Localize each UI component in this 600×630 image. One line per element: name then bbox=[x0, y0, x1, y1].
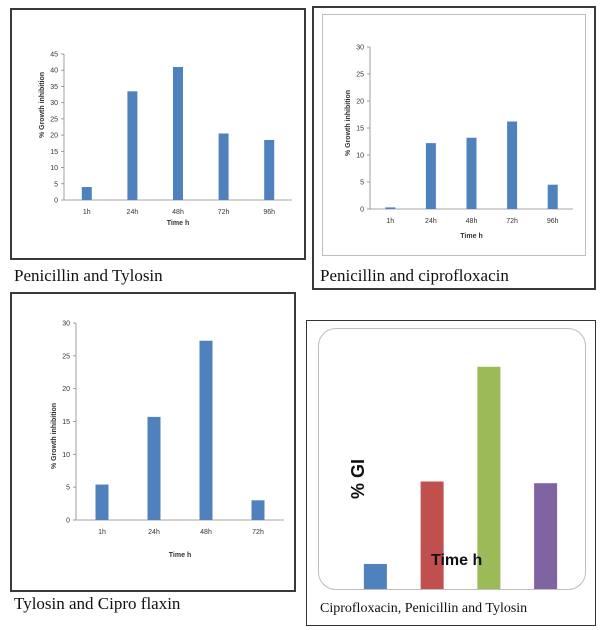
bar bbox=[173, 66, 183, 200]
x-tick-label: 24h bbox=[425, 218, 437, 225]
chart-caption: Penicillin and ciprofloxacin bbox=[320, 266, 509, 285]
bar-chart-penicillin-ciprofloxacin: 0 5 10 15 20 25 30 Time h % Growth inhibition 1h 2… bbox=[345, 45, 573, 240]
bar bbox=[127, 91, 138, 200]
bar bbox=[420, 481, 444, 589]
x-axis-label: Time h bbox=[167, 220, 189, 227]
y-tick-label: 10 bbox=[50, 165, 58, 172]
chart-frame bbox=[306, 320, 596, 626]
bar bbox=[425, 143, 436, 209]
y-tick-label: 10 bbox=[356, 153, 364, 160]
chart-inner-frame bbox=[318, 328, 586, 590]
x-tick-label: 24h bbox=[127, 209, 139, 216]
y-tick-label: 20 bbox=[50, 133, 58, 140]
y-axis-label: % Growth inhibition bbox=[39, 72, 46, 138]
y-tick-label: 0 bbox=[54, 198, 58, 205]
x-tick-label: 24h bbox=[148, 529, 160, 536]
chart-inner-frame bbox=[322, 14, 586, 256]
bar bbox=[218, 133, 229, 200]
bar bbox=[199, 340, 213, 520]
bar bbox=[251, 500, 265, 520]
y-axis-label: % Growth inhibition bbox=[345, 90, 352, 156]
y-tick-label: 45 bbox=[50, 52, 58, 59]
y-tick-label: 0 bbox=[66, 518, 70, 525]
x-axis-label: Time h bbox=[460, 233, 482, 240]
y-tick-label: 20 bbox=[356, 99, 364, 106]
y-tick-label: 30 bbox=[50, 100, 58, 107]
bar bbox=[95, 484, 109, 520]
x-tick-label: 1h bbox=[386, 218, 394, 225]
bar bbox=[147, 416, 161, 520]
x-tick-label: 1h bbox=[83, 209, 91, 216]
x-tick-label: 1h bbox=[98, 529, 106, 536]
bar bbox=[466, 137, 477, 209]
y-tick-label: 20 bbox=[62, 386, 70, 393]
bar bbox=[477, 366, 501, 589]
bar bbox=[363, 563, 387, 589]
chart-caption: Penicillin and Tylosin bbox=[14, 266, 163, 285]
bar bbox=[547, 184, 558, 209]
y-tick-label: 40 bbox=[50, 68, 58, 75]
chart-caption: Ciprofloxacin, Penicillin and Tylosin bbox=[320, 601, 528, 616]
y-tick-label: 5 bbox=[54, 181, 58, 188]
chart-frame bbox=[10, 8, 306, 260]
chart-panel-tylosin-ciprofloxacin: 0 5 10 15 20 25 30 Time h % Growth inhibition 1h 2… bbox=[10, 292, 296, 620]
bar bbox=[534, 483, 558, 589]
x-tick-label: 72h bbox=[218, 209, 230, 216]
y-tick-label: 30 bbox=[356, 45, 364, 52]
x-tick-label: 48h bbox=[200, 529, 212, 536]
bar bbox=[385, 207, 396, 209]
chart-panel-penicillin-ciprofloxacin: 0 5 10 15 20 25 30 Time h % Growth inhibition 1h 2… bbox=[312, 6, 596, 290]
bar bbox=[507, 121, 518, 209]
x-tick-label: 72h bbox=[252, 529, 264, 536]
y-tick-label: 15 bbox=[356, 126, 364, 133]
chart-frame bbox=[312, 6, 596, 290]
x-tick-label: 48h bbox=[466, 218, 478, 225]
y-tick-label: 15 bbox=[62, 419, 70, 426]
x-axis-label: Time h bbox=[431, 552, 482, 569]
y-tick-label: 0 bbox=[360, 207, 364, 214]
x-tick-label: 96h bbox=[547, 218, 559, 225]
bar-chart-ciprofloxacin-penicillin-tylosin: % GI Time h bbox=[348, 366, 558, 589]
bar bbox=[81, 187, 92, 200]
x-tick-label: 72h bbox=[506, 218, 518, 225]
y-axis-label: % Growth inhibition bbox=[51, 403, 58, 469]
y-axis-label: % GI bbox=[348, 459, 368, 499]
y-tick-label: 35 bbox=[50, 84, 58, 91]
y-tick-label: 25 bbox=[62, 353, 70, 360]
chart-caption: Tylosin and Cipro flaxin bbox=[14, 594, 181, 613]
bar-chart-tylosin-ciprofloxacin: 0 5 10 15 20 25 30 Time h % Growth inhibition 1h 2… bbox=[51, 321, 284, 559]
y-tick-label: 15 bbox=[50, 149, 58, 156]
chart-panel-penicillin-tylosin: 0 5 10 15 20 25 30 35 40 45 Time h % Growth inhibit… bbox=[10, 8, 306, 290]
y-tick-label: 5 bbox=[360, 180, 364, 187]
chart-frame bbox=[10, 292, 296, 592]
chart-panel-ciprofloxacin-penicillin-tylosin: % GI Time h Ciprofloxacin, Penicillin and… bbox=[306, 320, 596, 626]
y-tick-label: 30 bbox=[62, 321, 70, 328]
y-tick-label: 25 bbox=[356, 72, 364, 79]
bar-chart-penicillin-tylosin: 0 5 10 15 20 25 30 35 40 45 Time h % Growth inhibit… bbox=[39, 52, 292, 227]
y-tick-label: 10 bbox=[62, 452, 70, 459]
y-tick-label: 5 bbox=[66, 485, 70, 492]
bar bbox=[264, 139, 275, 200]
x-tick-label: 96h bbox=[263, 209, 275, 216]
y-tick-label: 25 bbox=[50, 116, 58, 123]
x-axis-label: Time h bbox=[169, 552, 191, 559]
x-tick-label: 48h bbox=[172, 209, 184, 216]
